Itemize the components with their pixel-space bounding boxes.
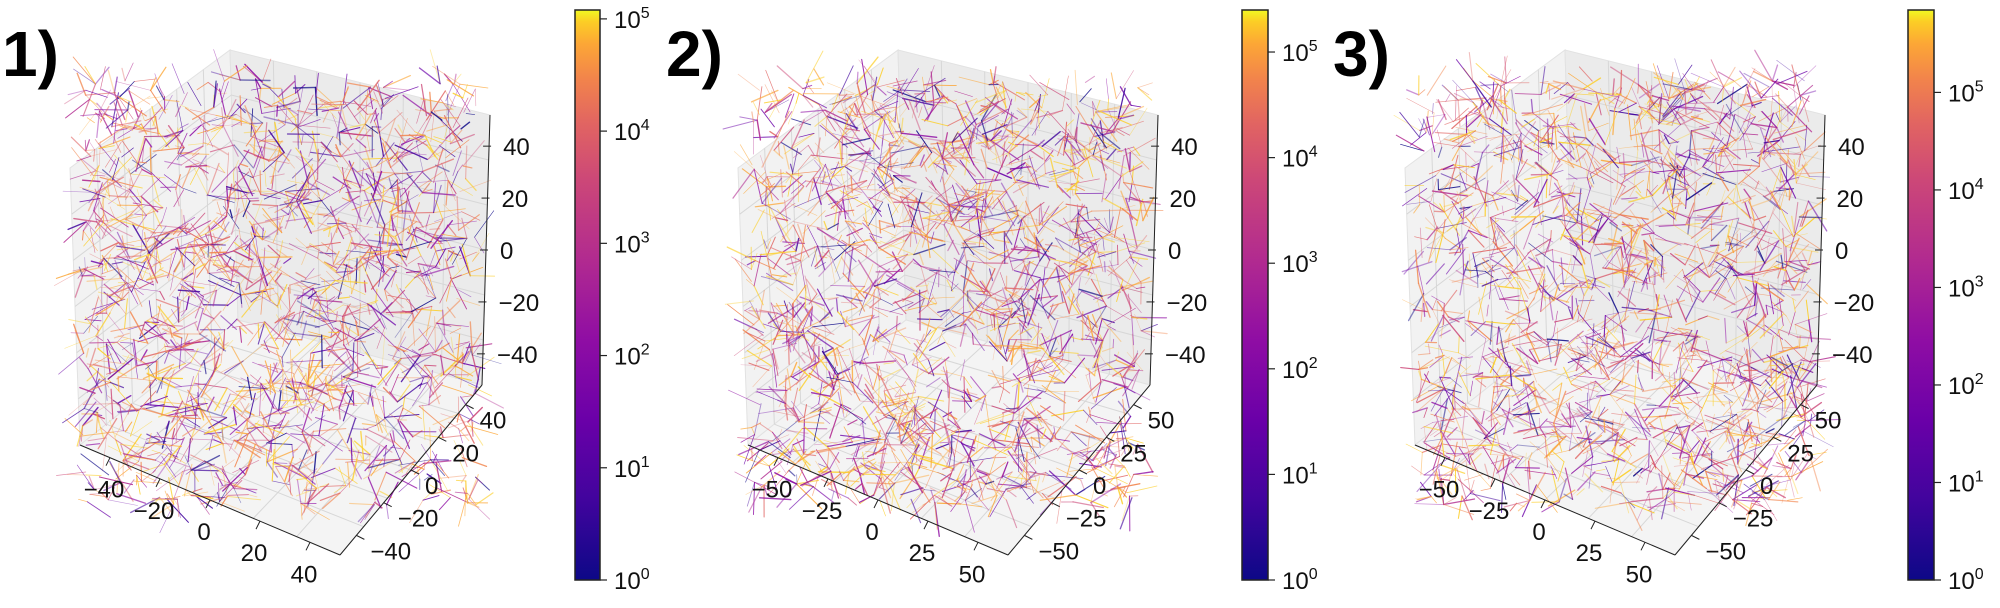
x-axis: −50 −25 0 25 50 xyxy=(1414,444,1676,588)
panel-3: 40200−20−40−50−2502550−50−25025501001011… xyxy=(1333,9,1984,595)
network-edges xyxy=(1393,49,1842,531)
colorbar-tick-label: 101 xyxy=(614,454,650,483)
y-tick-label: 0 xyxy=(425,473,438,500)
colorbar: 100 101 102 103 104 105 xyxy=(1907,9,1984,595)
y-tick-label: −20 xyxy=(398,506,439,533)
colorbar-tick-label: 100 xyxy=(614,566,650,595)
colorbar-tick-label: 105 xyxy=(614,5,650,34)
network-edges xyxy=(722,50,1168,537)
x-tick-label: 25 xyxy=(909,540,936,567)
y-tick-label: 0 xyxy=(1760,473,1773,500)
z-tick-label: 0 xyxy=(500,238,513,265)
colorbar-tick-label: 103 xyxy=(1948,273,1984,302)
colorbar-tick-label: 104 xyxy=(1282,144,1318,173)
z-tick-label: 0 xyxy=(1168,238,1181,265)
colorbar-tick-label: 101 xyxy=(1282,460,1318,489)
x-tick-label: 50 xyxy=(959,561,986,588)
y-tick-label: −25 xyxy=(1733,506,1774,533)
colorbar: 100 101 102 103 104 105 xyxy=(1241,9,1318,595)
x-tick-label: −25 xyxy=(802,498,843,525)
z-tick-label: −40 xyxy=(497,342,538,369)
y-tick-label: −40 xyxy=(370,538,411,565)
colorbar-tick-label: 102 xyxy=(614,342,650,371)
colorbar-tick-label: 103 xyxy=(1282,249,1318,278)
panel-label: 1) xyxy=(2,18,59,90)
network-edges xyxy=(53,49,504,533)
y-tick-label: 20 xyxy=(452,440,479,467)
z-tick-label: 20 xyxy=(1170,186,1197,213)
z-tick-label: 20 xyxy=(502,186,529,213)
x-tick-label: 25 xyxy=(1576,540,1603,567)
z-tick-label: −40 xyxy=(1165,342,1206,369)
y-tick-label: 25 xyxy=(1787,440,1814,467)
x-tick-label: 50 xyxy=(1626,561,1653,588)
x-tick-label: 40 xyxy=(291,561,318,588)
x-tick-label: 20 xyxy=(241,540,268,567)
colorbar-tick-label: 100 xyxy=(1282,566,1318,595)
colorbar-gradient xyxy=(574,9,601,581)
x-axis: −50 −25 0 25 50 xyxy=(747,444,1009,588)
colorbar-gradient xyxy=(1241,9,1269,581)
x-tick-label: 0 xyxy=(197,519,210,546)
y-tick-label: 0 xyxy=(1093,473,1106,500)
colorbar-tick-label: 105 xyxy=(1948,78,1984,107)
z-tick-label: −40 xyxy=(1832,342,1873,369)
colorbar-tick-label: 102 xyxy=(1282,355,1318,384)
z-tick-label: 40 xyxy=(1838,134,1865,161)
x-tick-label: −40 xyxy=(84,477,125,504)
x-tick-label: 0 xyxy=(865,519,878,546)
colorbar-gradient xyxy=(1907,9,1935,581)
y-tick-label: 50 xyxy=(1148,408,1175,435)
colorbar-tick-label: 101 xyxy=(1948,468,1984,497)
z-axis: 40 20 0 −20 −40 xyxy=(1811,114,1874,386)
z-tick-label: −20 xyxy=(1833,290,1874,317)
x-tick-label: −20 xyxy=(134,498,175,525)
colorbar-tick-label: 103 xyxy=(614,229,650,258)
z-tick-label: 20 xyxy=(1837,186,1864,213)
y-tick-label: 40 xyxy=(480,408,507,435)
y-tick-label: 25 xyxy=(1120,440,1147,467)
colorbar-tick-label: 102 xyxy=(1948,371,1984,400)
y-tick-label: −25 xyxy=(1066,506,1107,533)
colorbar-tick-label: 105 xyxy=(1282,38,1318,67)
z-tick-label: 40 xyxy=(1171,134,1198,161)
panel-2: 40200−20−40−50−2502550−50−25025501001011… xyxy=(666,9,1318,595)
colorbar-tick-label: 104 xyxy=(1948,176,1984,205)
x-tick-label: −50 xyxy=(752,477,793,504)
panel-label: 3) xyxy=(1333,18,1390,90)
x-tick-label: −25 xyxy=(1469,498,1510,525)
z-tick-label: −20 xyxy=(498,290,539,317)
y-tick-label: −50 xyxy=(1038,538,1079,565)
colorbar-tick-label: 104 xyxy=(614,117,650,146)
z-axis: 40 20 0 −20 −40 xyxy=(476,114,539,386)
panel-label: 2) xyxy=(666,18,723,90)
z-axis: 40 20 0 −20 −40 xyxy=(1144,114,1207,386)
colorbar: 100 101 102 103 104 105 xyxy=(574,5,650,595)
z-tick-label: 0 xyxy=(1835,238,1848,265)
z-tick-label: 40 xyxy=(503,134,530,161)
colorbar-tick-label: 100 xyxy=(1948,566,1984,595)
x-tick-label: −50 xyxy=(1419,477,1460,504)
y-tick-label: −50 xyxy=(1705,538,1746,565)
x-axis: −40 −20 0 20 40 xyxy=(79,444,341,588)
panel-1: 40200−20−40−40−2002040−40−20020401001011… xyxy=(2,5,650,595)
z-tick-label: −20 xyxy=(1166,290,1207,317)
x-tick-label: 0 xyxy=(1532,519,1545,546)
y-tick-label: 50 xyxy=(1815,408,1842,435)
